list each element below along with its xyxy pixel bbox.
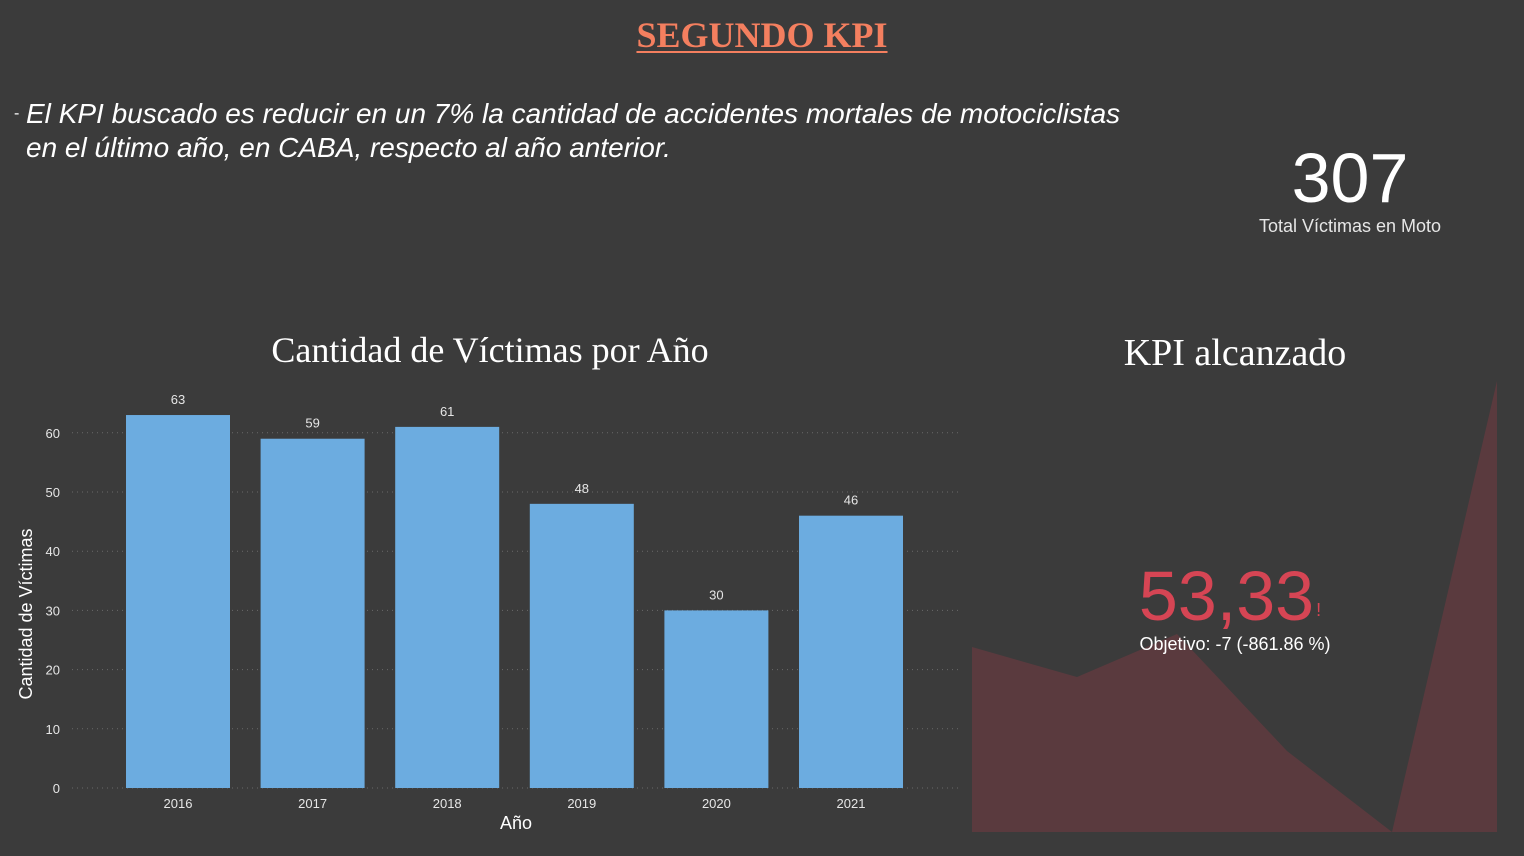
- chart-title: Cantidad de Víctimas por Año: [271, 330, 709, 370]
- kpi-trend-area: [972, 381, 1497, 832]
- x-tick-label: 2021: [837, 796, 866, 811]
- kpi-title: KPI alcanzado: [1123, 332, 1347, 374]
- bar-2021[interactable]: [799, 515, 903, 788]
- y-tick-label: 40: [46, 544, 60, 559]
- description-line-1: El KPI buscado es reducir en un 7% la ca…: [26, 98, 1121, 129]
- y-tick-label: 50: [46, 485, 60, 500]
- data-label: 63: [171, 392, 185, 407]
- bar-2017[interactable]: [260, 438, 365, 788]
- kpi-value: 53,33!: [1100, 558, 1360, 634]
- total-victims-value: 307: [1291, 139, 1409, 217]
- x-tick-label: 2019: [567, 796, 596, 811]
- x-axis-title: Año: [500, 813, 532, 833]
- page-title: SEGUNDO KPI: [636, 15, 888, 55]
- y-axis-title: Cantidad de Víctimas: [16, 528, 36, 699]
- victims-bar-chart: 0 10 20 30 40 50 60 63 2016 59 2017 61 2018 48 2019 30 2…: [16, 392, 958, 833]
- data-label: 61: [440, 404, 454, 419]
- data-label: 59: [305, 416, 319, 431]
- x-tick-label: 2020: [702, 796, 731, 811]
- bar-2018[interactable]: [395, 426, 500, 788]
- data-label: 48: [575, 481, 589, 496]
- kpi-trend-shape: [972, 381, 1497, 832]
- data-label: 46: [844, 493, 858, 508]
- kpi-description: - El KPI buscado es reducir en un 7% la …: [14, 97, 1194, 165]
- total-victims-label: Total Víctimas en Moto: [1258, 216, 1442, 236]
- bar-2016[interactable]: [126, 415, 230, 788]
- y-tick-label: 60: [46, 426, 60, 441]
- kpi-value-number: 53,33: [1138, 557, 1315, 635]
- kpi-goal: Objetivo: -7 (-861.86 %): [1139, 634, 1331, 654]
- x-tick-label: 2016: [164, 796, 193, 811]
- y-tick-label: 20: [46, 663, 60, 678]
- alert-icon: !: [1316, 600, 1322, 620]
- bar-2019[interactable]: [529, 503, 634, 788]
- bullet-icon: -: [14, 105, 20, 122]
- data-label: 30: [709, 587, 723, 602]
- x-tick-label: 2017: [298, 796, 327, 811]
- y-tick-label: 30: [46, 603, 60, 618]
- y-tick-label: 10: [46, 722, 60, 737]
- bar-2020[interactable]: [664, 610, 769, 788]
- x-tick-label: 2018: [433, 796, 462, 811]
- description-line-2: en el último año, en CABA, respecto al a…: [26, 132, 671, 163]
- y-tick-label: 0: [53, 781, 60, 796]
